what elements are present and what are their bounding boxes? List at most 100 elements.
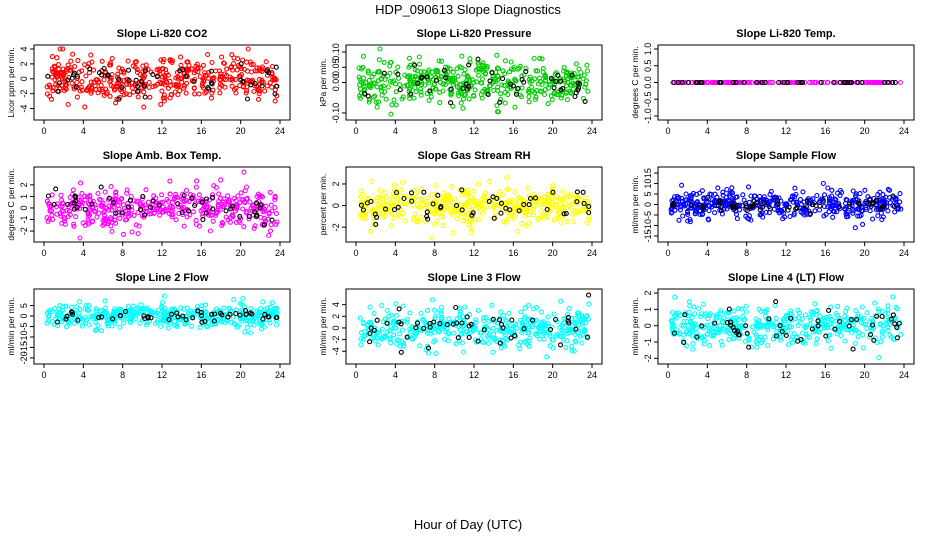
data-point	[160, 199, 166, 205]
data-point	[393, 301, 399, 307]
y-tick-label: 0	[331, 325, 341, 330]
data-point	[404, 334, 410, 340]
data-point	[743, 200, 749, 206]
data-point	[682, 312, 688, 318]
data-point	[366, 83, 372, 89]
data-point	[360, 207, 366, 213]
data-point	[395, 71, 401, 77]
data-point	[858, 315, 864, 321]
data-point	[254, 308, 260, 314]
data-point	[400, 340, 406, 347]
data-point	[92, 201, 98, 208]
data-point	[146, 211, 152, 217]
data-point	[831, 209, 837, 215]
data-point	[750, 204, 756, 210]
data-point	[892, 321, 898, 327]
data-point	[454, 216, 460, 222]
data-point	[167, 178, 173, 184]
data-point	[744, 208, 750, 214]
data-point	[788, 336, 794, 342]
data-point	[735, 328, 741, 334]
data-point	[413, 89, 419, 95]
data-point	[396, 75, 402, 81]
data-point	[429, 69, 435, 75]
data-point	[504, 337, 510, 343]
data-point	[393, 89, 399, 95]
data-point	[431, 339, 437, 345]
data-point	[791, 210, 797, 216]
data-point	[376, 57, 382, 63]
data-point	[549, 337, 555, 343]
data-point	[885, 328, 891, 334]
data-point	[558, 78, 564, 84]
data-point	[135, 210, 141, 216]
data-point	[462, 304, 468, 310]
data-point	[161, 92, 167, 98]
data-point	[273, 64, 279, 70]
data-point	[117, 324, 123, 330]
data-point	[422, 82, 428, 88]
data-point	[490, 316, 496, 322]
data-point	[63, 86, 69, 92]
x-tick-label: 4	[393, 126, 398, 136]
data-point	[185, 67, 192, 73]
data-point	[836, 201, 842, 207]
data-point	[87, 194, 93, 200]
data-point	[99, 202, 105, 208]
data-point	[105, 72, 111, 78]
data-point	[562, 194, 568, 200]
data-point	[116, 65, 122, 71]
data-point	[173, 194, 179, 200]
data-point	[273, 211, 279, 217]
data-point	[88, 52, 94, 58]
data-point	[193, 217, 199, 223]
data-point	[57, 46, 63, 52]
data-point	[71, 223, 77, 229]
data-point	[785, 79, 791, 86]
data-point	[842, 79, 848, 86]
data-point	[433, 313, 439, 319]
data-point	[854, 316, 860, 323]
data-point	[828, 324, 834, 330]
data-point	[163, 67, 169, 73]
data-point	[69, 311, 76, 317]
data-point	[758, 308, 764, 314]
data-point	[731, 308, 737, 314]
data-point	[371, 198, 377, 204]
data-point	[743, 309, 749, 315]
data-point	[816, 207, 823, 213]
data-point	[565, 69, 571, 75]
data-point	[511, 64, 517, 70]
data-point	[232, 77, 238, 83]
data-point	[710, 333, 716, 339]
data-point	[273, 77, 279, 83]
data-point	[162, 305, 168, 311]
y-axis-label: degrees C per min.	[6, 168, 16, 240]
x-tick-label: 0	[665, 126, 670, 136]
y-tick-label: -0.10	[331, 103, 341, 124]
data-point	[88, 79, 94, 85]
data-point	[240, 83, 247, 89]
data-point	[728, 319, 734, 325]
data-point	[454, 84, 460, 90]
data-point	[186, 198, 192, 204]
data-point	[433, 182, 439, 189]
data-point	[432, 221, 438, 227]
x-tick-label: 8	[432, 370, 437, 380]
data-point	[135, 88, 141, 94]
data-point	[200, 217, 206, 223]
data-point	[362, 329, 368, 335]
data-point	[272, 204, 278, 211]
data-point	[469, 194, 475, 200]
data-point	[134, 83, 140, 89]
data-point	[82, 320, 89, 326]
data-point	[867, 196, 873, 202]
data-point	[87, 202, 93, 208]
data-point	[424, 209, 430, 215]
data-point	[508, 335, 514, 341]
data-point	[529, 317, 536, 323]
data-point	[783, 332, 789, 339]
data-point	[103, 91, 109, 97]
data-point	[117, 215, 123, 221]
data-point	[786, 204, 792, 210]
